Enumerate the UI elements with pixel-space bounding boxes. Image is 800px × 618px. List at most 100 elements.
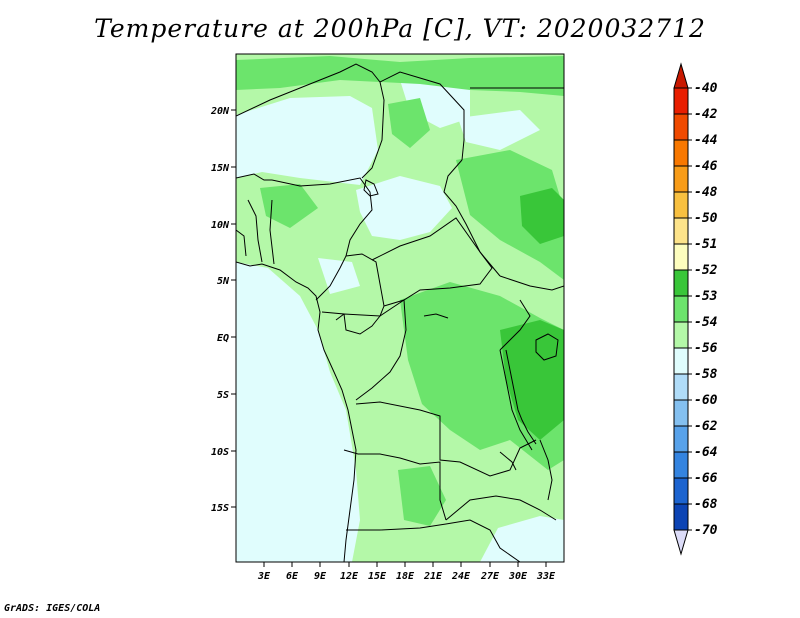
border-sahara — [236, 63, 465, 161]
legend-label: -68 — [694, 497, 718, 512]
legend-label: -51 — [694, 237, 717, 252]
field-minus52-east — [520, 188, 564, 244]
border-car — [371, 217, 493, 307]
lon-tick-label: 12E — [340, 571, 359, 582]
field-minus53-sw — [398, 466, 446, 526]
border-congo-gabon — [321, 311, 381, 335]
field-minus52-lakes — [500, 320, 564, 440]
field-minus53-east — [456, 150, 564, 280]
field-minus53-north-strip — [236, 56, 564, 96]
legend-swatch — [673, 425, 689, 453]
legend-swatch — [673, 347, 689, 375]
field-minus54-patch-2 — [318, 258, 360, 294]
lon-tick-label: 21E — [423, 571, 443, 582]
lat-tick-label: EQ — [217, 333, 229, 344]
legend-label: -58 — [694, 367, 718, 382]
legend-swatch — [673, 269, 689, 297]
legend-bottom-arrow — [673, 529, 689, 556]
legend-swatch — [673, 451, 689, 479]
legend-label: -54 — [694, 315, 718, 330]
field-minus54-south-east — [480, 516, 564, 562]
lake-tanganyika-2 — [505, 349, 537, 445]
legend-swatch — [673, 243, 689, 271]
coastline-west — [236, 261, 357, 562]
legend-label: -52 — [694, 263, 718, 278]
border-uganda — [499, 299, 531, 351]
legend-label: -42 — [694, 107, 718, 122]
map-frame — [235, 53, 565, 563]
border-west-africa-2 — [247, 199, 263, 263]
border-malawi — [539, 439, 553, 501]
longitude-axis — [263, 562, 547, 567]
temperature-field — [236, 54, 564, 562]
field-minus53-west — [260, 184, 318, 228]
border-niger-chad — [361, 81, 385, 179]
legend-label: -62 — [694, 419, 718, 434]
lon-tick-label: 30E — [508, 571, 528, 582]
color-legend: -40 -42 -44 -46 -48 -50 -51 -52 -53 -54 -56 -58 -60 -… — [673, 62, 718, 556]
legend-top-arrow — [673, 62, 689, 89]
legend-label: -50 — [694, 211, 718, 226]
lat-tick-label: 5S — [217, 390, 229, 401]
legend-swatch — [673, 503, 689, 531]
map-title: Temperature at 200hPa [C], VT: 202003271… — [94, 14, 706, 43]
legend-label: -44 — [694, 133, 718, 148]
lon-tick-label: 15E — [368, 571, 387, 582]
legend-swatch — [673, 217, 689, 245]
lat-tick-label: 15S — [211, 503, 229, 514]
legend-label: -56 — [694, 341, 718, 356]
legend-swatch — [673, 373, 689, 401]
grads-credit: GrADS: IGES/COLA — [4, 603, 101, 614]
legend-label: -46 — [694, 159, 718, 174]
border-nigeria — [271, 177, 373, 301]
legend-swatch — [673, 191, 689, 219]
lake-chad — [363, 179, 379, 197]
field-minus54-central — [356, 176, 452, 240]
legend-swatch — [673, 139, 689, 167]
legend-swatch — [673, 321, 689, 349]
lat-tick-label: 15N — [211, 163, 230, 174]
field-minus53-north-center — [388, 98, 430, 148]
country-boundaries — [236, 63, 564, 562]
lat-tick-label: 20N — [210, 106, 230, 117]
legend-swatch — [673, 165, 689, 193]
border-drc-south — [355, 401, 537, 477]
lon-tick-label: 27E — [480, 571, 500, 582]
legend-label: -70 — [694, 523, 718, 538]
legend-swatch — [673, 399, 689, 427]
lon-tick-label: 9E — [314, 571, 327, 582]
legend-label: -48 — [694, 185, 718, 200]
lon-tick-label: 6E — [286, 571, 299, 582]
field-minus54-sahel — [236, 96, 378, 185]
field-minus54-west-ocean — [236, 262, 360, 562]
lon-tick-label: 33E — [536, 571, 556, 582]
legend-swatch — [673, 295, 689, 323]
legend-label: -53 — [694, 289, 718, 304]
lat-tick-label: 10S — [211, 447, 229, 458]
legend-label: -64 — [694, 445, 718, 460]
field-minus54-patch — [256, 428, 318, 470]
latitude-axis — [231, 109, 236, 508]
lake-victoria — [535, 333, 559, 361]
lat-tick-label: 5N — [217, 276, 230, 287]
lake-tanganyika — [499, 349, 533, 451]
border-congo-drc — [355, 299, 407, 401]
border-sudan-east — [499, 275, 564, 291]
legend-swatch — [673, 87, 689, 115]
border-angola — [343, 449, 447, 521]
lon-tick-label: 3E — [257, 571, 271, 582]
lon-tick-label: 18E — [396, 571, 415, 582]
field-minus54-patch-3 — [458, 110, 540, 150]
lat-tick-label: 10N — [211, 220, 230, 231]
border-west-africa-4 — [236, 229, 247, 257]
border-south — [346, 519, 521, 562]
border-west-africa-1 — [236, 173, 272, 181]
lake-edge — [423, 313, 449, 319]
legend-label: -66 — [694, 471, 718, 486]
legend-swatch — [673, 113, 689, 141]
lon-tick-label: 24E — [451, 571, 471, 582]
border-cameroon — [335, 253, 385, 321]
border-zambia-2 — [499, 451, 517, 471]
border-zambia — [445, 495, 557, 521]
